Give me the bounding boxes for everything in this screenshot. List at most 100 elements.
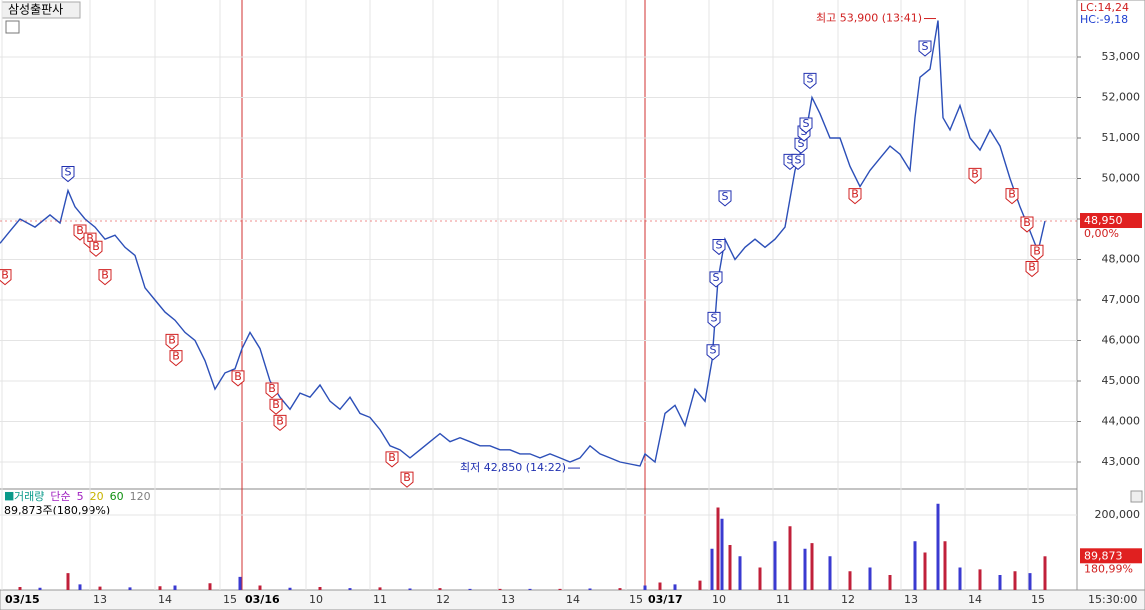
signal-marker bbox=[400, 471, 414, 488]
y-tick-label: 45,000 bbox=[1102, 374, 1141, 387]
y-tick-label: 43,000 bbox=[1102, 455, 1141, 468]
signal-marker bbox=[791, 153, 805, 171]
signal-marker bbox=[269, 398, 283, 415]
signal-marker bbox=[61, 166, 75, 183]
volume-bar bbox=[943, 541, 947, 590]
y-tick-label: 48,000 bbox=[1102, 252, 1141, 265]
x-tick-label: 10 bbox=[309, 593, 323, 606]
signal-label: B bbox=[268, 382, 276, 395]
volume-bar bbox=[468, 588, 472, 590]
x-tick-label: 13 bbox=[501, 593, 515, 606]
volume-bar bbox=[810, 543, 814, 590]
signal-label: S bbox=[803, 117, 810, 130]
signal-marker bbox=[89, 240, 103, 257]
signal-label: B bbox=[92, 240, 100, 253]
volume-bar bbox=[978, 569, 982, 590]
volume-bar bbox=[1043, 556, 1047, 590]
volume-bar bbox=[18, 587, 22, 590]
signal-marker bbox=[165, 333, 179, 351]
y-tick-label: 47,000 bbox=[1102, 293, 1141, 306]
x-tick-label: 10 bbox=[712, 593, 726, 606]
signal-marker bbox=[707, 311, 721, 328]
last-volume: 89,873 bbox=[1084, 549, 1123, 562]
signal-label: S bbox=[722, 190, 729, 203]
signal-label: B bbox=[76, 224, 84, 237]
signal-marker bbox=[709, 271, 723, 288]
y-tick-label: 51,000 bbox=[1102, 131, 1141, 144]
volume-bar bbox=[698, 580, 702, 590]
volume-bar bbox=[728, 545, 732, 590]
volume-bar bbox=[98, 586, 102, 590]
volume-bar bbox=[66, 573, 70, 590]
volume-bar bbox=[958, 567, 962, 590]
plot bbox=[0, 0, 1077, 590]
y-tick-label: 200,000 bbox=[1095, 508, 1141, 521]
volume-bar bbox=[710, 548, 714, 590]
volume-bar bbox=[38, 587, 42, 590]
signal-label: S bbox=[65, 166, 72, 179]
volume-bar bbox=[258, 585, 262, 590]
grid-icon[interactable] bbox=[5, 20, 20, 34]
volume-bar bbox=[868, 567, 872, 590]
volume-bar bbox=[173, 585, 177, 590]
signal-marker bbox=[169, 350, 183, 367]
signal-label: B bbox=[272, 398, 280, 411]
volume-bar bbox=[658, 582, 662, 590]
x-tick-label: 12 bbox=[436, 593, 450, 606]
change: 0,00% bbox=[1084, 227, 1119, 240]
volume-bar bbox=[588, 588, 592, 590]
signal-label: B bbox=[86, 232, 94, 245]
volume-bar bbox=[828, 556, 832, 590]
volume-bar bbox=[738, 556, 742, 590]
legend: ■ bbox=[4, 489, 14, 502]
signal-label: S bbox=[922, 40, 929, 53]
legend-item: 60 bbox=[110, 490, 124, 503]
legend-item: 120 bbox=[130, 490, 151, 503]
volume-bar bbox=[773, 541, 777, 590]
x-tick-label: 11 bbox=[373, 593, 387, 606]
signal-marker bbox=[385, 451, 399, 468]
signal-label: B bbox=[403, 471, 411, 484]
x-tick-label: 15 bbox=[1031, 593, 1045, 606]
signal-marker bbox=[1030, 244, 1044, 261]
signal-label: S bbox=[710, 344, 717, 357]
volume-bar bbox=[716, 507, 720, 590]
signal-marker bbox=[712, 238, 726, 256]
signal-label: B bbox=[971, 167, 979, 180]
signal-label: B bbox=[234, 370, 242, 383]
x-tick-label: 03/15 bbox=[5, 593, 40, 606]
volume-bar bbox=[498, 588, 502, 590]
x-tick-label: 13 bbox=[904, 593, 918, 606]
signal-marker bbox=[718, 190, 732, 207]
signal-marker bbox=[968, 167, 982, 184]
volume-bar bbox=[618, 588, 622, 590]
signal-marker bbox=[803, 72, 817, 90]
volume-bar bbox=[378, 587, 382, 590]
signal-marker bbox=[98, 269, 112, 286]
signal-label: B bbox=[168, 333, 176, 346]
signal-label: B bbox=[388, 451, 396, 464]
volume-bar bbox=[936, 503, 940, 590]
indicator: HC:-9,18 bbox=[1080, 13, 1128, 26]
title: 삼성출판사 bbox=[8, 3, 63, 17]
x-tick-label: 15 bbox=[223, 593, 237, 606]
last-price: 48,950 bbox=[1084, 214, 1123, 227]
time-axis bbox=[0, 589, 1145, 610]
signal-marker bbox=[73, 224, 87, 241]
volume-bar bbox=[913, 541, 917, 590]
signal-label: B bbox=[851, 188, 859, 201]
y-tick-label: 44,000 bbox=[1102, 414, 1141, 427]
panel-button[interactable] bbox=[1130, 490, 1143, 503]
volume-bar bbox=[78, 584, 82, 590]
x-tick-label: 15 bbox=[629, 593, 643, 606]
signal-marker bbox=[799, 117, 813, 134]
volume-bar bbox=[408, 588, 412, 590]
signal-label: B bbox=[1023, 216, 1031, 229]
y-tick-label: 53,000 bbox=[1102, 50, 1141, 63]
volume-bar bbox=[128, 587, 132, 590]
x-tick-label: 14 bbox=[158, 593, 172, 606]
volume-bar bbox=[438, 588, 442, 590]
